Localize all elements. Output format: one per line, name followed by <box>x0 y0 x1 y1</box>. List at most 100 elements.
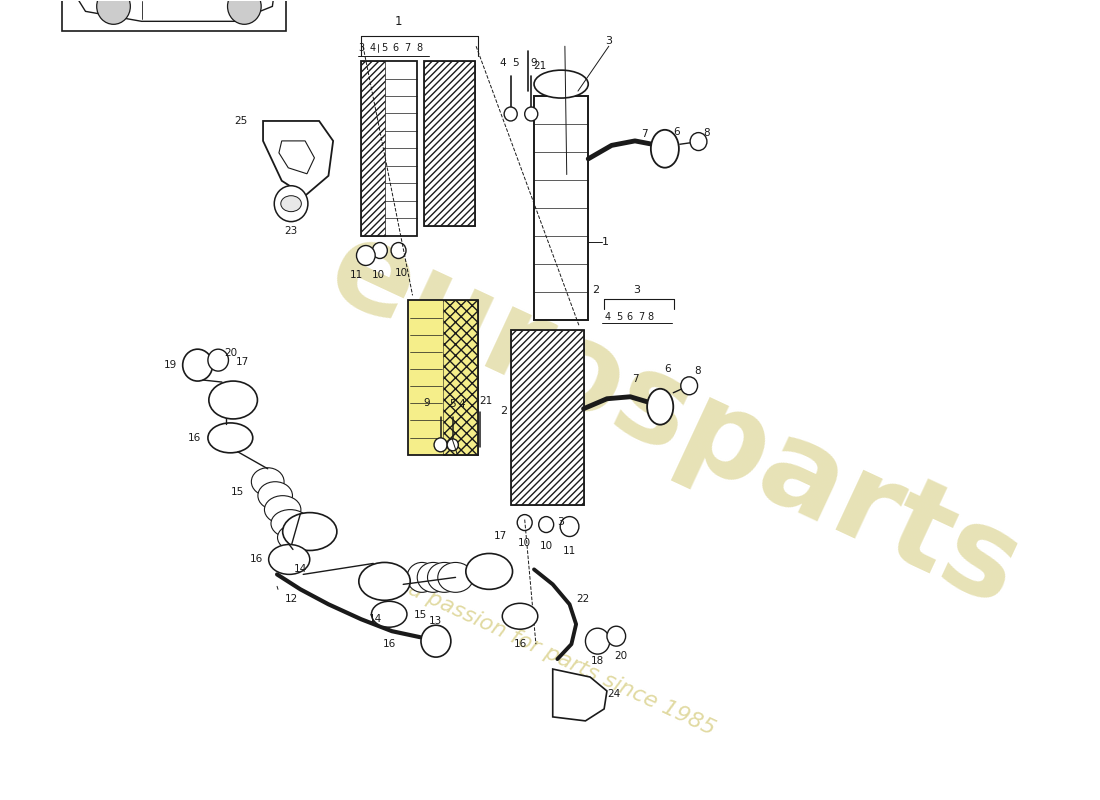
Ellipse shape <box>417 562 449 592</box>
Text: 25: 25 <box>234 116 248 126</box>
Circle shape <box>585 628 609 654</box>
Text: 21: 21 <box>478 396 492 406</box>
Ellipse shape <box>651 130 679 168</box>
Circle shape <box>504 107 517 121</box>
Circle shape <box>356 246 375 266</box>
Ellipse shape <box>438 562 473 592</box>
Text: 1: 1 <box>395 15 403 28</box>
Ellipse shape <box>208 423 253 453</box>
Ellipse shape <box>283 513 337 550</box>
Text: 20: 20 <box>615 651 627 661</box>
Ellipse shape <box>268 545 310 574</box>
Text: 3: 3 <box>359 43 364 54</box>
Text: 8: 8 <box>416 43 422 54</box>
Circle shape <box>525 107 538 121</box>
Ellipse shape <box>372 602 407 627</box>
Text: 5: 5 <box>512 58 519 68</box>
Text: 4: 4 <box>459 399 465 409</box>
Text: 20: 20 <box>223 348 236 358</box>
Text: 19: 19 <box>164 360 177 370</box>
Text: 21: 21 <box>534 61 547 71</box>
Polygon shape <box>72 0 277 22</box>
Circle shape <box>228 0 261 24</box>
Text: 10: 10 <box>372 270 385 281</box>
Text: 6: 6 <box>673 127 680 137</box>
Circle shape <box>373 242 387 258</box>
Ellipse shape <box>647 389 673 425</box>
Ellipse shape <box>264 496 301 523</box>
Circle shape <box>690 133 707 150</box>
Text: 5: 5 <box>382 43 387 54</box>
Text: 4: 4 <box>605 312 610 322</box>
Text: 11: 11 <box>563 546 576 557</box>
Text: 7: 7 <box>631 374 638 384</box>
Text: 13: 13 <box>429 616 442 626</box>
Text: 16: 16 <box>383 639 396 649</box>
Text: 5: 5 <box>616 312 623 322</box>
Text: 17: 17 <box>494 530 507 541</box>
Polygon shape <box>62 0 286 31</box>
Text: 23: 23 <box>285 226 298 235</box>
Text: 7: 7 <box>404 43 410 54</box>
Ellipse shape <box>209 381 257 419</box>
Text: 7: 7 <box>641 129 648 139</box>
Text: 8: 8 <box>704 128 711 138</box>
Polygon shape <box>510 330 584 505</box>
Circle shape <box>560 517 579 537</box>
Text: 15: 15 <box>414 610 427 620</box>
Text: 6: 6 <box>626 312 632 322</box>
Ellipse shape <box>277 523 318 551</box>
Text: 8: 8 <box>648 312 653 322</box>
Polygon shape <box>424 61 475 226</box>
Ellipse shape <box>280 196 301 212</box>
Text: 16: 16 <box>250 554 263 565</box>
Ellipse shape <box>407 562 437 592</box>
Text: 24: 24 <box>607 689 620 699</box>
Text: 4: 4 <box>499 58 506 68</box>
Text: 7: 7 <box>638 312 645 322</box>
Text: 12: 12 <box>285 594 298 604</box>
Ellipse shape <box>257 482 293 510</box>
Ellipse shape <box>503 603 538 630</box>
Text: 15: 15 <box>231 486 244 497</box>
Circle shape <box>517 514 532 530</box>
Polygon shape <box>279 141 315 174</box>
Text: 6: 6 <box>393 43 399 54</box>
Text: 17: 17 <box>235 357 249 367</box>
Text: 2: 2 <box>500 406 508 416</box>
Text: 22: 22 <box>576 594 590 604</box>
Ellipse shape <box>252 468 284 496</box>
Circle shape <box>183 349 212 381</box>
Ellipse shape <box>465 554 513 590</box>
Circle shape <box>274 186 308 222</box>
Circle shape <box>97 0 130 24</box>
Text: 5: 5 <box>450 399 456 409</box>
Text: 6: 6 <box>664 364 671 374</box>
Text: 11: 11 <box>350 270 363 281</box>
Circle shape <box>392 242 406 258</box>
Text: 10: 10 <box>395 269 408 278</box>
Text: 4: 4 <box>370 43 375 54</box>
Ellipse shape <box>534 70 588 98</box>
Text: 14: 14 <box>294 565 307 574</box>
Text: 9: 9 <box>424 398 430 408</box>
Text: 1: 1 <box>602 237 608 247</box>
Text: 3: 3 <box>557 517 563 526</box>
Circle shape <box>607 626 626 646</box>
Ellipse shape <box>271 510 309 538</box>
Polygon shape <box>443 300 478 455</box>
Text: 16: 16 <box>514 639 527 649</box>
Text: 9: 9 <box>530 58 538 68</box>
Circle shape <box>421 626 451 657</box>
Text: 10: 10 <box>518 538 531 547</box>
Polygon shape <box>361 61 385 235</box>
Text: 8: 8 <box>694 366 701 376</box>
Text: 10: 10 <box>540 542 553 551</box>
Polygon shape <box>263 121 333 196</box>
Text: 3: 3 <box>634 286 640 295</box>
Polygon shape <box>552 669 607 721</box>
Circle shape <box>447 439 459 451</box>
Circle shape <box>208 349 229 371</box>
Text: 14: 14 <box>368 614 382 624</box>
Ellipse shape <box>359 562 410 600</box>
